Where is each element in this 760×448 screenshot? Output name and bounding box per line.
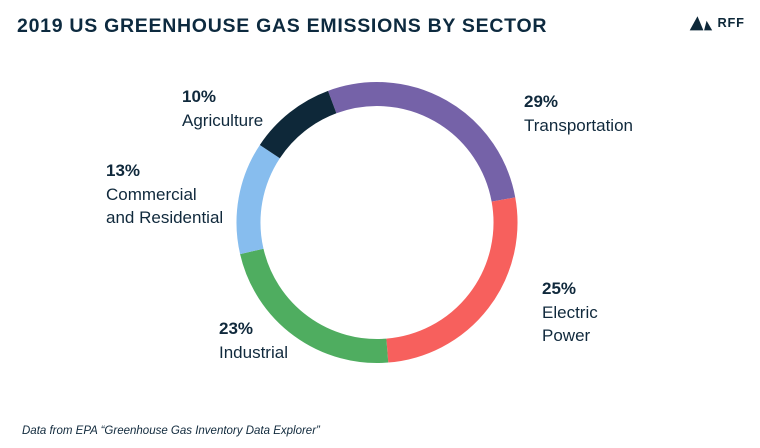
svg-text:RFF: RFF bbox=[718, 15, 745, 30]
